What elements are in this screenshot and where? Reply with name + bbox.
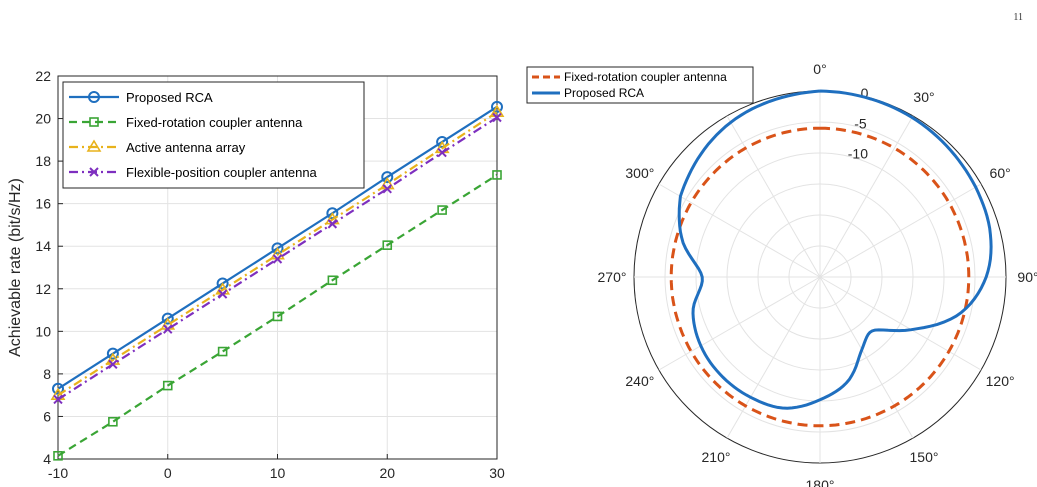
series-line-2	[57, 111, 498, 397]
data-point	[492, 170, 502, 180]
data-point	[162, 380, 173, 391]
x-tick-label: 0	[164, 465, 172, 481]
data-point	[491, 100, 503, 113]
data-point	[161, 312, 174, 325]
polar-chart: 0° 30° 60° 90° 120° 150° 180° 210° 240° 270° 300° 0…	[526, 61, 1037, 487]
data-point	[108, 359, 118, 370]
line-chart: -10 0 10 20 30 4 6 8 10 12 14 16 18 20 22 Achievable ra…	[7, 68, 505, 481]
angle-tick-label: 0°	[813, 61, 826, 77]
polar-spoke	[726, 115, 821, 278]
data-point	[163, 324, 173, 334]
data-point	[326, 207, 339, 220]
data-point	[272, 311, 283, 322]
angle-tick-label: 60°	[990, 165, 1011, 181]
legend-box	[62, 81, 365, 189]
polar-spoke	[658, 183, 821, 278]
x-tick-label: 20	[379, 465, 395, 481]
y-tick-label: 4	[43, 451, 51, 467]
radial-tick-label: -5	[854, 115, 867, 131]
polar-series-0	[669, 126, 971, 428]
data-point	[108, 416, 118, 427]
x-tick-label: -10	[48, 465, 68, 481]
y-tick-label: 18	[35, 153, 51, 169]
angle-tick-label: 270°	[598, 269, 627, 285]
polar-spoke	[819, 115, 914, 278]
angle-tick-label: 180°	[806, 477, 835, 487]
polar-spoke	[819, 276, 914, 439]
data-point	[106, 347, 119, 360]
y-tick-label: 10	[35, 323, 51, 339]
legend-label: Fixed-rotation coupler antenna	[126, 115, 303, 130]
data-point	[271, 242, 284, 255]
angle-tick-label: 30°	[913, 89, 934, 105]
radial-tick-label: -10	[848, 146, 868, 162]
y-tick-label: 8	[43, 366, 51, 382]
data-point	[217, 346, 228, 357]
data-point	[382, 184, 392, 194]
polar-legend-label: Fixed-rotation coupler antenna	[564, 70, 727, 84]
x-tick-label: 10	[270, 465, 286, 481]
y-tick-label: 14	[35, 238, 51, 254]
data-point	[382, 240, 393, 250]
radial-tick-label: 0	[861, 85, 869, 101]
polar-spoke	[819, 276, 982, 371]
angle-tick-label: 150°	[910, 449, 939, 465]
polar-spoke	[726, 276, 821, 439]
data-point	[327, 275, 338, 286]
plot-frame	[57, 75, 498, 460]
legend-label: Proposed RCA	[126, 90, 213, 105]
data-point	[272, 254, 283, 264]
polar-legend-label: Proposed RCA	[564, 86, 644, 100]
polar-series-1	[677, 89, 993, 410]
data-point	[216, 277, 229, 290]
y-tick-label: 6	[43, 408, 51, 424]
data-point	[327, 219, 338, 229]
y-axis-label: Achievable rate (bit/s/Hz)	[7, 178, 24, 357]
data-point	[217, 289, 228, 299]
polar-spoke	[819, 183, 982, 278]
legend-label: Active antenna array	[126, 140, 246, 155]
y-tick-label: 12	[35, 281, 51, 297]
data-point	[52, 382, 64, 395]
legend-marker	[88, 91, 100, 103]
data-point	[381, 171, 394, 184]
page-number: 11	[1013, 12, 1023, 23]
data-point	[437, 147, 447, 158]
y-tick-label: 22	[35, 68, 51, 84]
data-point	[492, 112, 502, 123]
series-line-1	[57, 174, 498, 457]
data-point	[437, 205, 447, 215]
polar-legend-box	[526, 66, 754, 104]
angle-tick-label: 90°	[1017, 269, 1037, 285]
legend-label: Flexible-position coupler antenna	[126, 165, 318, 180]
data-point	[53, 451, 63, 461]
y-tick-label: 16	[35, 196, 51, 212]
x-tick-label: 30	[489, 465, 505, 481]
legend-marker	[89, 167, 99, 177]
data-point	[436, 135, 449, 148]
data-point	[53, 394, 63, 405]
y-tick-label: 20	[35, 111, 51, 127]
legend-marker	[89, 117, 99, 127]
angle-tick-label: 240°	[625, 373, 654, 389]
angle-tick-label: 120°	[986, 373, 1015, 389]
angle-tick-label: 300°	[625, 165, 654, 181]
legend-marker	[86, 139, 102, 152]
polar-spoke	[658, 276, 821, 371]
angle-tick-label: 210°	[702, 449, 731, 465]
